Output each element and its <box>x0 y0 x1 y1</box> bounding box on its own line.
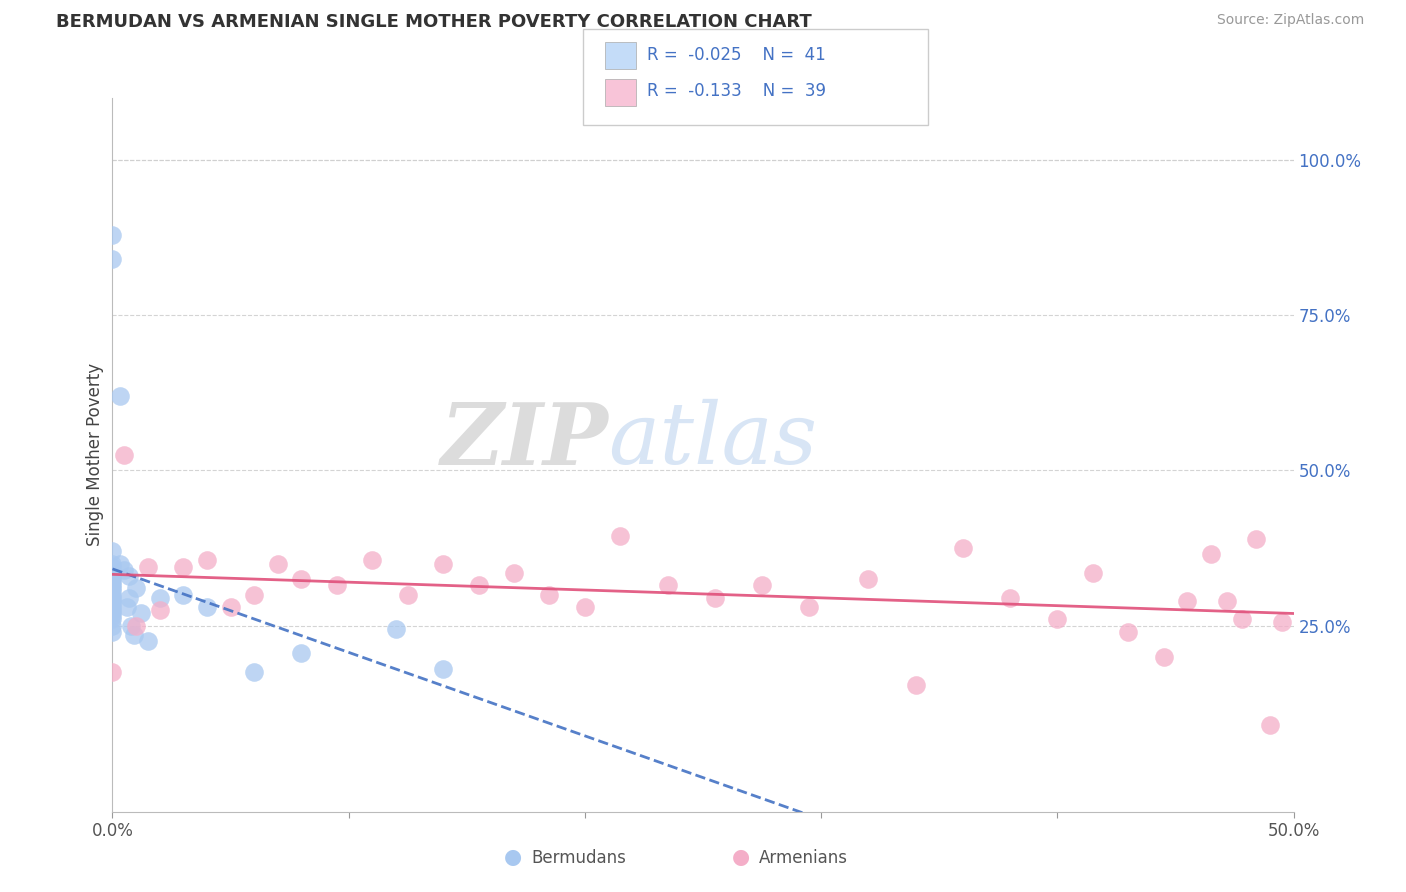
Point <box>538 588 561 602</box>
Point <box>243 588 266 602</box>
Text: BERMUDAN VS ARMENIAN SINGLE MOTHER POVERTY CORRELATION CHART: BERMUDAN VS ARMENIAN SINGLE MOTHER POVER… <box>56 13 813 31</box>
Point <box>101 544 124 558</box>
Text: R =  -0.133    N =  39: R = -0.133 N = 39 <box>647 82 825 100</box>
Point <box>751 578 773 592</box>
Point <box>149 603 172 617</box>
Text: R =  -0.025    N =  41: R = -0.025 N = 41 <box>647 46 825 64</box>
Text: ZIP: ZIP <box>440 399 609 483</box>
Point <box>101 591 124 605</box>
Text: Source: ZipAtlas.com: Source: ZipAtlas.com <box>1216 13 1364 28</box>
Point <box>125 582 148 596</box>
Point <box>1116 624 1139 639</box>
Point <box>101 609 124 624</box>
Text: atlas: atlas <box>609 400 818 482</box>
Point <box>326 578 349 592</box>
Point <box>101 559 124 574</box>
Point <box>195 553 218 567</box>
Point <box>101 618 124 632</box>
Point <box>112 563 135 577</box>
Point <box>1244 532 1267 546</box>
Point <box>101 624 124 639</box>
Point <box>118 569 141 583</box>
Point <box>703 591 725 605</box>
Point <box>952 541 974 555</box>
Point <box>101 569 124 583</box>
Point <box>101 665 124 679</box>
Point <box>432 662 454 676</box>
Point <box>101 584 124 599</box>
Point <box>101 572 124 586</box>
Point <box>290 647 312 661</box>
Point <box>503 566 526 580</box>
Point <box>101 612 124 626</box>
Point <box>101 227 124 242</box>
Point <box>609 528 631 542</box>
Point <box>385 622 408 636</box>
Point <box>101 593 124 607</box>
Point <box>1153 649 1175 664</box>
Point <box>136 559 159 574</box>
Point <box>125 618 148 632</box>
Point <box>1199 547 1222 561</box>
Point <box>574 599 596 614</box>
Point <box>1046 612 1069 626</box>
Point <box>112 448 135 462</box>
Point <box>129 606 152 620</box>
Point <box>172 588 194 602</box>
Point <box>1271 615 1294 630</box>
Point <box>101 582 124 596</box>
Point <box>108 389 131 403</box>
Point <box>115 599 138 614</box>
Point <box>657 578 679 592</box>
Point <box>904 677 927 691</box>
Point <box>396 588 419 602</box>
Point <box>1081 566 1104 580</box>
Point <box>101 566 124 580</box>
Point <box>101 606 124 620</box>
Point <box>101 252 124 267</box>
Point <box>243 665 266 679</box>
Point <box>467 578 489 592</box>
Text: ●: ● <box>505 847 522 867</box>
Point <box>101 557 124 571</box>
Point <box>290 572 312 586</box>
Point <box>101 597 124 611</box>
Point <box>858 572 880 586</box>
Point <box>799 599 821 614</box>
Point <box>101 603 124 617</box>
Point <box>101 578 124 592</box>
Point <box>361 553 384 567</box>
Point <box>1216 593 1239 607</box>
Point <box>122 628 145 642</box>
Point <box>432 557 454 571</box>
Text: ●: ● <box>733 847 749 867</box>
Point <box>136 634 159 648</box>
Point <box>101 588 124 602</box>
Point <box>101 599 124 614</box>
Point <box>101 575 124 590</box>
Point <box>195 599 218 614</box>
Point <box>172 559 194 574</box>
Point <box>118 591 141 605</box>
Point <box>998 591 1021 605</box>
Point <box>149 591 172 605</box>
Text: Armenians: Armenians <box>759 849 848 867</box>
Point <box>1175 593 1198 607</box>
Point <box>1258 718 1281 732</box>
Point <box>1230 612 1253 626</box>
Text: Bermudans: Bermudans <box>531 849 626 867</box>
Point <box>120 618 142 632</box>
Point <box>219 599 242 614</box>
Point <box>108 557 131 571</box>
Point <box>267 557 290 571</box>
Y-axis label: Single Mother Poverty: Single Mother Poverty <box>86 363 104 547</box>
